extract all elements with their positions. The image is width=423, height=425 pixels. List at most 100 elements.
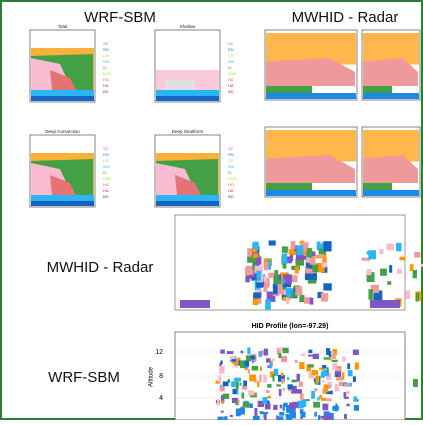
hydrometeor xyxy=(243,380,247,387)
echo xyxy=(306,248,313,258)
region xyxy=(50,175,76,195)
echo xyxy=(387,281,392,285)
hydrometeor xyxy=(337,387,340,392)
legend-label: SZ xyxy=(228,146,234,151)
echo xyxy=(321,260,327,268)
figures: TotalSZRNCRWSICLDGHGHABDShallowSZRNCRWSI… xyxy=(29,24,423,424)
hydrometeor xyxy=(282,404,285,411)
hydrometeor xyxy=(319,394,322,399)
hydrometeor xyxy=(236,399,240,406)
hydrometeor xyxy=(313,401,321,408)
hydrometeor xyxy=(322,369,329,377)
y-tick-label: 8 xyxy=(159,373,163,380)
hydrometeor xyxy=(326,348,331,355)
hydrometeor xyxy=(311,390,315,399)
hydrometeor xyxy=(276,347,282,355)
region xyxy=(266,93,356,99)
region xyxy=(266,155,355,183)
echo xyxy=(263,287,268,292)
echo xyxy=(299,294,305,303)
echo xyxy=(285,288,294,298)
echo xyxy=(305,260,314,269)
legend-label: IC xyxy=(228,65,232,70)
region xyxy=(363,155,418,183)
hydrometeor xyxy=(343,414,347,419)
legend-label: LDG xyxy=(228,176,236,181)
hydrometeor xyxy=(323,411,330,416)
legend-label: LDG xyxy=(228,71,236,76)
region xyxy=(363,93,419,99)
legend-label: BD xyxy=(103,89,109,94)
hydrometeor xyxy=(320,397,327,401)
region xyxy=(156,201,219,206)
hydrometeor xyxy=(327,414,333,420)
hydrometeor xyxy=(220,360,223,365)
hydrometeor xyxy=(343,392,347,398)
region xyxy=(175,175,201,195)
hydrometeor xyxy=(231,381,236,387)
hydrometeor xyxy=(263,348,269,356)
hydrometeor xyxy=(278,353,282,359)
echo xyxy=(273,279,282,285)
hydrometeor xyxy=(319,367,324,371)
hydrometeor xyxy=(338,381,344,387)
region xyxy=(31,201,94,206)
echo xyxy=(318,245,327,255)
echo xyxy=(293,245,298,252)
hydrometeor xyxy=(317,415,321,423)
echo xyxy=(405,290,411,300)
echo xyxy=(414,252,421,258)
echo xyxy=(317,254,324,259)
legend-label: HG xyxy=(228,182,234,187)
hydrometeor xyxy=(291,379,298,383)
hydrometeor xyxy=(259,374,262,383)
legend-label: HG xyxy=(103,77,109,82)
echo xyxy=(283,256,292,264)
echo xyxy=(276,283,284,295)
echo xyxy=(309,297,314,305)
hydrometeor xyxy=(327,381,332,388)
echo xyxy=(251,275,257,281)
hydrometeor xyxy=(326,398,332,402)
region xyxy=(363,183,392,190)
echo xyxy=(397,268,402,274)
hydrometeor xyxy=(299,409,304,414)
echo xyxy=(256,278,264,288)
echo xyxy=(266,291,276,302)
region xyxy=(266,58,355,86)
region xyxy=(363,58,418,86)
echo xyxy=(256,260,260,266)
echo xyxy=(296,245,304,256)
region xyxy=(266,190,356,196)
echo xyxy=(282,284,292,288)
hydrometeor xyxy=(241,385,248,390)
hydrometeor xyxy=(342,356,346,362)
hydrometeor xyxy=(229,414,233,418)
hydrometeor xyxy=(300,353,306,357)
hydrometeor xyxy=(332,349,338,356)
hydrometeor xyxy=(325,384,332,389)
hydrometeor xyxy=(299,362,305,370)
legend-label: BD xyxy=(228,89,234,94)
hydrometeor xyxy=(296,373,300,382)
hydrometeor xyxy=(249,403,253,409)
hydrometeor xyxy=(297,400,304,409)
hydrometeor xyxy=(233,361,239,366)
hydrometeor xyxy=(280,372,284,377)
region xyxy=(363,86,392,93)
hydrometeor xyxy=(342,372,345,380)
hydrometeor xyxy=(244,360,250,367)
hydrometeor xyxy=(226,351,234,355)
hydrometeor xyxy=(332,405,339,411)
hydrometeor xyxy=(252,415,260,423)
hydrometeor xyxy=(257,381,260,388)
hydrometeor xyxy=(247,369,251,374)
hydrometeor xyxy=(215,380,221,384)
echo xyxy=(368,250,376,260)
echo xyxy=(399,256,406,261)
hydrometeor xyxy=(220,410,224,413)
echo xyxy=(295,257,305,266)
hydrometeor xyxy=(328,351,332,357)
hydrometeor xyxy=(267,395,272,399)
hydrometeor xyxy=(278,347,283,351)
